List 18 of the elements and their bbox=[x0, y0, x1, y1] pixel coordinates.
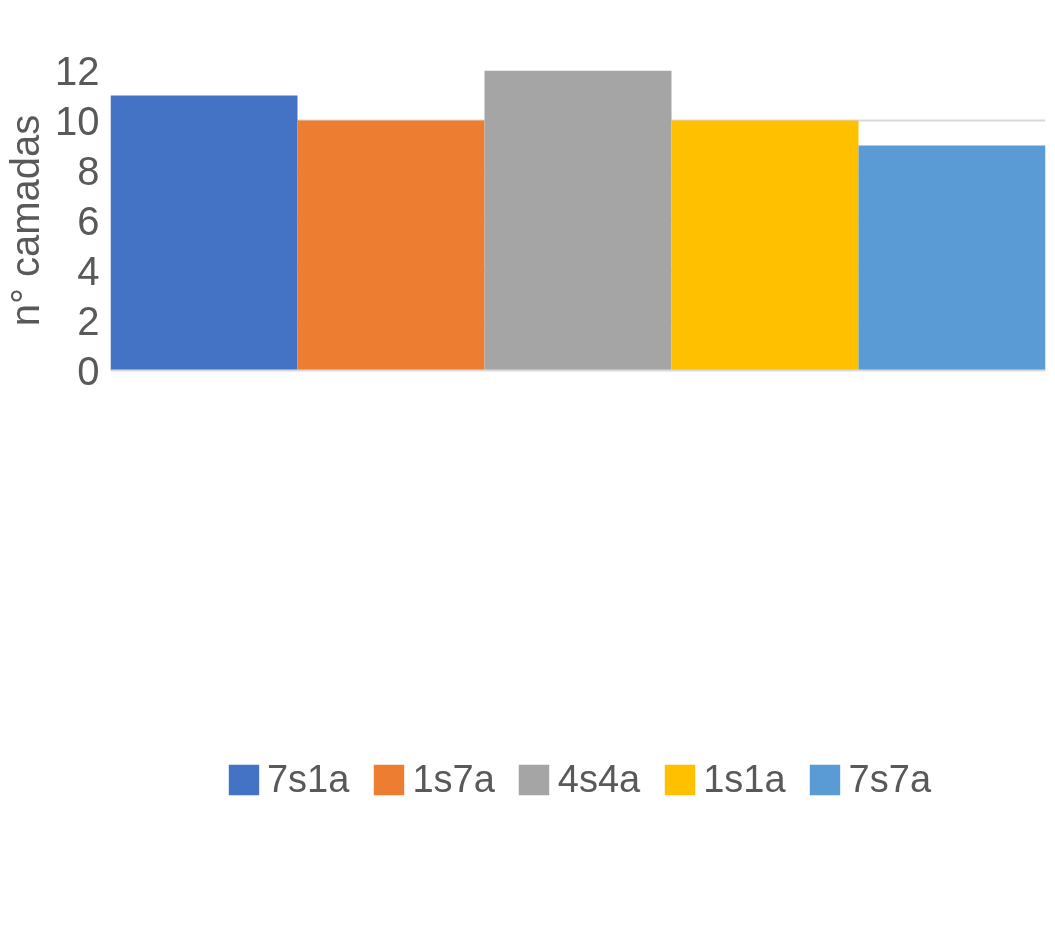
bar bbox=[297, 120, 485, 371]
bar bbox=[484, 70, 672, 371]
bar bbox=[110, 95, 298, 371]
y-tick-label: 10 bbox=[55, 98, 100, 143]
y-tick-label: 0 bbox=[77, 348, 100, 393]
bar bbox=[858, 145, 1046, 371]
y-tick-label: 6 bbox=[77, 198, 100, 243]
y-tick-label: 8 bbox=[77, 148, 100, 193]
bar bbox=[671, 120, 859, 371]
legend-label: 7s7a bbox=[848, 757, 932, 801]
y-tick-label: 2 bbox=[77, 298, 100, 343]
legend-label: 4s4a bbox=[557, 757, 641, 801]
y-tick-label: 12 bbox=[55, 48, 100, 93]
legend-label: 1s7a bbox=[412, 757, 495, 801]
legend-label: 7s1a bbox=[266, 757, 350, 801]
legend-label: 1s1a bbox=[703, 757, 786, 801]
y-tick-label: 4 bbox=[77, 248, 100, 293]
y-axis-title: n° camadas bbox=[3, 114, 48, 327]
